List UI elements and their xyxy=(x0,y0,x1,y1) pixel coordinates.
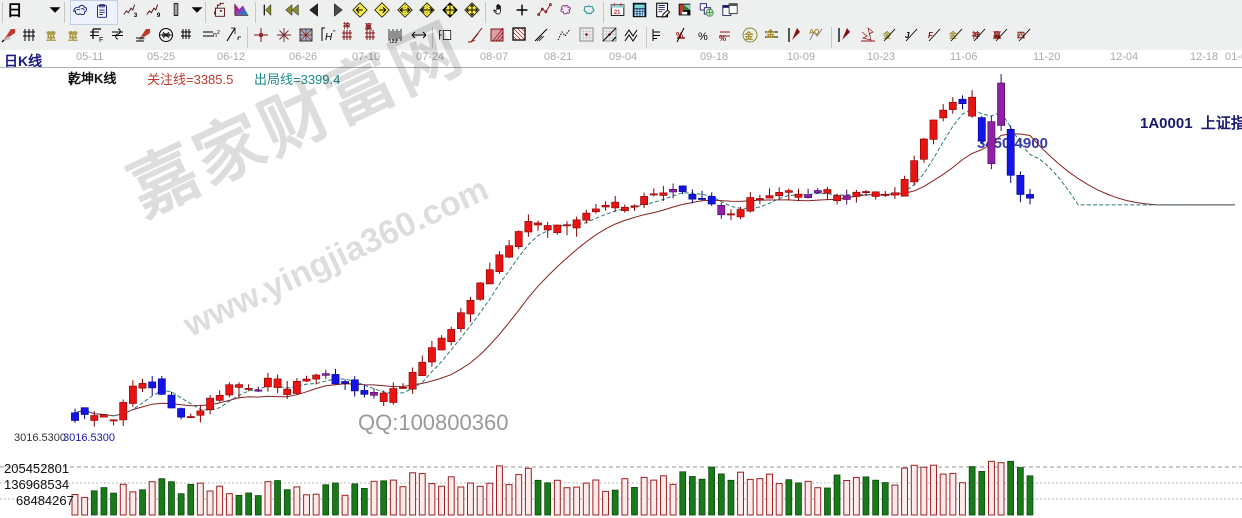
svg-text:J: J xyxy=(905,31,910,40)
svg-text:日: 日 xyxy=(7,2,22,19)
svg-text:": " xyxy=(333,30,336,37)
svg-text:3: 3 xyxy=(134,12,138,19)
svg-text:2: 2 xyxy=(217,30,220,36)
svg-text:金: 金 xyxy=(765,28,776,39)
svg-text:金: 金 xyxy=(743,30,754,41)
svg-text:21: 21 xyxy=(613,9,620,16)
svg-text:莖: 莖 xyxy=(46,30,56,43)
svg-text:神: 神 xyxy=(343,21,350,30)
svg-text:%: % xyxy=(719,34,726,43)
svg-text:9: 9 xyxy=(156,12,160,19)
svg-text:金: 金 xyxy=(882,30,892,40)
svg-text:%: % xyxy=(676,31,683,40)
svg-text:莖: 莖 xyxy=(68,30,78,43)
svg-text:赢: 赢 xyxy=(993,30,1001,40)
svg-text:F: F xyxy=(99,37,103,44)
svg-text:%: % xyxy=(698,31,708,43)
svg-text:AQ: AQ xyxy=(809,29,820,36)
